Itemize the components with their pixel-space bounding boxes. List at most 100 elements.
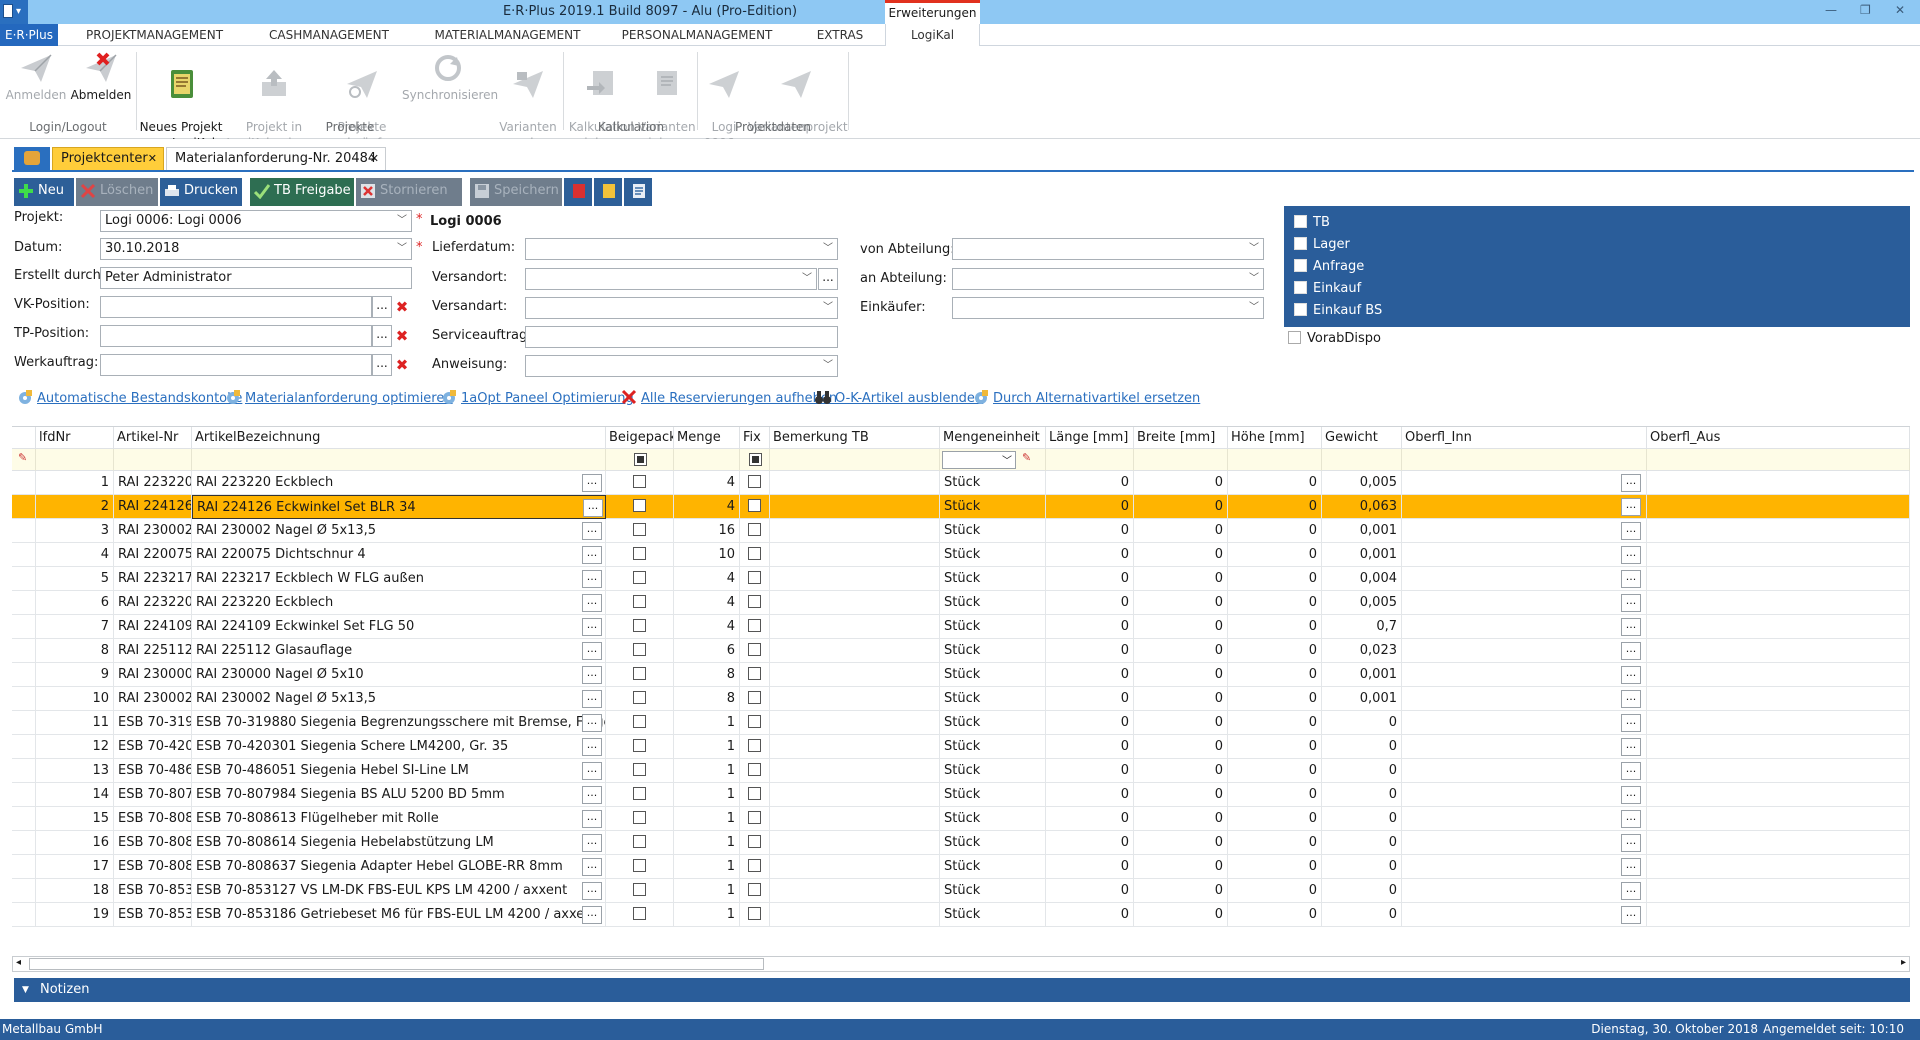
cell-fix[interactable] [740,615,770,639]
column-header[interactable]: Beigepackt [606,427,674,449]
row-checkbox[interactable] [633,691,646,704]
filter-cell[interactable] [1228,449,1322,471]
table-row[interactable]: 4 RAI 220075 RAI 220075 Dichtschnur 4... 10… [12,543,1910,567]
flag-anfrage[interactable]: Anfrage [1294,259,1364,274]
cell-fix[interactable] [740,663,770,687]
row-checkbox[interactable] [748,787,761,800]
tab-projektcenter[interactable]: Projektcenter ✕ [52,147,164,171]
row-checkbox[interactable] [633,811,646,824]
cell-fix[interactable] [740,903,770,927]
kalkulation-einlesen-button[interactable]: Kalkulation einlesen [566,52,638,151]
row-ellipsis-button[interactable]: ... [1621,690,1641,708]
column-header[interactable]: Höhe [mm] [1228,427,1322,449]
column-header[interactable]: Mengeneinheit [940,427,1046,449]
column-header[interactable]: Breite [mm] [1134,427,1228,449]
flag-tb[interactable]: TB [1294,215,1330,230]
horizontal-scrollbar[interactable]: ◂ ▸ [12,956,1910,972]
table-row[interactable]: 3 RAI 230002 RAI 230002 Nagel Ø 5x13,5... 1… [12,519,1910,543]
filter-cell[interactable] [1134,449,1228,471]
row-checkbox[interactable] [633,595,646,608]
cell-bei[interactable] [606,687,674,711]
varianten-einlesen-button[interactable]: Varianten einlesen [638,52,696,151]
row-checkbox[interactable] [633,787,646,800]
projekt-select[interactable]: Logi 0006: Logi 0006 ﹀ [100,210,412,232]
vorabdispo-checkbox[interactable]: VorabDispo [1288,331,1381,346]
row-checkbox[interactable] [748,619,761,632]
row-checkbox[interactable] [633,499,646,512]
scroll-right-icon[interactable]: ▸ [1900,957,1906,968]
cell-fix[interactable] [740,759,770,783]
column-header[interactable]: Menge [674,427,740,449]
cell-bei[interactable] [606,591,674,615]
menu-materialmanagement[interactable]: MATERIALMANAGEMENT [434,28,581,42]
row-checkbox[interactable] [748,811,761,824]
cell-fix[interactable] [740,639,770,663]
variantenprojekt-dropdown[interactable]: Variantenprojekt ▾ [748,52,848,151]
cell-fix[interactable] [740,495,770,519]
row-ellipsis-button[interactable]: ... [582,546,602,564]
menu-projektmanagement[interactable]: PROJEKTMANAGEMENT [85,28,224,42]
neu-button[interactable]: Neu [14,178,74,206]
cell-bei[interactable] [606,495,674,519]
menu-cashmanagement[interactable]: CASHMANAGEMENT [269,28,389,42]
column-header[interactable]: lfdNr [36,427,114,449]
projekte-verknuepfen-button[interactable]: Projekte verknüpfen [324,52,400,151]
row-ellipsis-button[interactable]: ... [582,906,602,924]
stornieren-button[interactable]: Stornieren [356,178,462,206]
row-ellipsis-button[interactable]: ... [582,810,602,828]
ok-artikel-ausblenden-link[interactable]: O-K-Artikel ausblenden [814,389,983,406]
menu-logikal[interactable]: LogiKal [885,24,980,47]
cell-fix[interactable] [740,687,770,711]
row-ellipsis-button[interactable]: ... [1621,810,1641,828]
alternativartikel-ersetzen-link[interactable]: Durch Alternativartikel ersetzen [972,389,1200,406]
cell-fix[interactable] [740,471,770,495]
varianten-zuordnen-button[interactable]: Varianten zuordnen [496,52,560,151]
lieferdatum-field[interactable]: ﹀ [525,238,838,260]
versandart-field[interactable]: ﹀ [525,297,838,319]
row-ellipsis-button[interactable]: ... [1621,522,1641,540]
table-row[interactable]: 8 RAI 225112 RAI 225112 Glasauflage... 6 Stü… [12,639,1910,663]
row-checkbox[interactable] [748,835,761,848]
row-ellipsis-button[interactable]: ... [582,666,602,684]
row-ellipsis-button[interactable]: ... [582,738,602,756]
row-checkbox[interactable] [633,859,646,872]
filter-cell[interactable] [770,449,940,471]
row-ellipsis-button[interactable]: ... [582,786,602,804]
row-checkbox[interactable] [748,475,761,488]
row-ellipsis-button[interactable]: ... [582,714,602,732]
speichern-button[interactable]: Speichern [470,178,562,206]
filter-cell[interactable] [1046,449,1134,471]
serviceauftrag-field[interactable] [525,326,838,348]
table-row[interactable]: 5 RAI 223217 RAI 223217 Eckblech W FLG auß… [12,567,1910,591]
anmelden-button[interactable]: Anmelden [4,52,68,103]
notizen-panel[interactable]: ▼ Notizen [14,978,1910,1002]
row-checkbox[interactable] [633,835,646,848]
werkauftrag-ellipsis[interactable]: ... [372,354,392,376]
versandort-ellipsis[interactable]: ... [818,268,838,290]
cell-fix[interactable] [740,567,770,591]
cell-bei[interactable] [606,567,674,591]
row-ellipsis-button[interactable]: ... [1621,474,1641,492]
row-checkbox[interactable] [748,499,761,512]
row-checkbox[interactable] [633,739,646,752]
column-header[interactable]: Fix [740,427,770,449]
projekt-anlegen-button[interactable]: Projekt in LogiKal anlegen [226,52,322,151]
werkauftrag-field[interactable] [100,354,372,376]
row-ellipsis-button[interactable]: ... [1621,546,1641,564]
checkbox[interactable] [1294,237,1307,250]
cell-fix[interactable] [740,783,770,807]
cell-fix[interactable] [740,831,770,855]
row-ellipsis-button[interactable]: ... [582,762,602,780]
an-abteilung-field[interactable]: ﹀ [952,268,1264,290]
row-checkbox[interactable] [633,907,646,920]
row-ellipsis-button[interactable]: ... [1621,642,1641,660]
tp-position-field[interactable] [100,325,372,347]
filter-cell[interactable]: ✎ [12,449,36,471]
row-checkbox[interactable] [633,475,646,488]
cell-bei[interactable] [606,639,674,663]
row-checkbox[interactable] [748,547,761,560]
cell-bei[interactable] [606,711,674,735]
